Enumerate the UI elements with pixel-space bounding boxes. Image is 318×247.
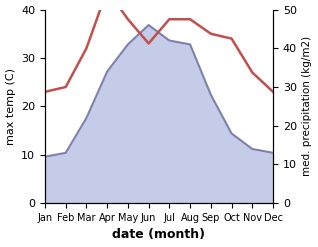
Y-axis label: max temp (C): max temp (C)	[5, 68, 16, 145]
X-axis label: date (month): date (month)	[113, 228, 205, 242]
Y-axis label: med. precipitation (kg/m2): med. precipitation (kg/m2)	[302, 36, 313, 176]
